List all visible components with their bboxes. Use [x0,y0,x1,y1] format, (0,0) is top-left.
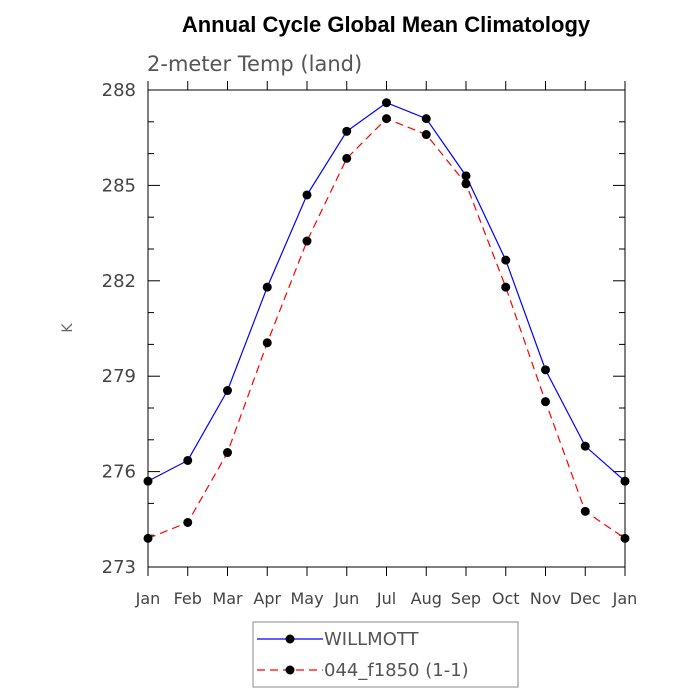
x-tick-label: Dec [570,589,601,608]
data-point [382,98,391,108]
data-point [183,455,193,465]
y-tick-label: 285 [102,175,136,196]
data-point [580,506,590,516]
x-tick-label: Jan [135,589,161,608]
y-tick-label: 276 [102,462,136,483]
x-tick-label: May [290,589,323,608]
data-point [342,153,352,163]
chart-title: Annual Cycle Global Mean Climatology [182,12,591,37]
data-point [302,190,312,200]
x-tick-label: Sep [451,589,481,608]
data-point [223,386,232,396]
series-2 [143,114,630,543]
y-tick-label: 279 [102,366,136,387]
data-point [421,130,431,140]
x-tick-label: Oct [492,589,520,608]
x-tick-label: Mar [212,589,243,608]
x-tick-label: Feb [174,589,202,608]
data-point [461,179,471,189]
data-point [541,397,550,407]
legend-box [252,621,519,688]
x-tick-label: Jul [376,589,396,608]
legend-label: WILLMOTT [324,629,420,650]
data-point [302,236,312,246]
data-point [541,365,550,375]
plot-frame [147,89,626,568]
x-tick-label: Jun [333,589,359,608]
x-tick-label: Nov [530,589,561,608]
x-tick-label: Apr [253,589,281,608]
data-point [143,476,153,486]
data-point [620,476,630,486]
axes: 273 276 279 282 285 288 Jan Feb Mar Apr May Jun Jul A… [102,80,638,608]
data-point [342,126,352,136]
x-tick-label: Jan [612,589,638,608]
data-point [262,282,272,292]
y-tick-label: 282 [102,271,136,292]
data-point [461,171,471,181]
data-point [223,448,232,458]
series-line [147,117,626,539]
legend-label: 044_f1850 (1-1) [324,660,469,681]
x-tick-label: Aug [411,589,442,608]
legend: WILLMOTT 044_f1850 (1-1) [252,621,519,688]
data-point [382,114,391,124]
series-layer [143,98,630,543]
y-tick-label: 273 [102,557,136,578]
data-point [143,533,153,543]
data-point [501,255,511,265]
data-point [421,114,431,124]
data-point [580,441,590,451]
data-point [620,533,630,543]
data-point [183,517,193,527]
series-1 [143,98,630,486]
legend-marker [285,665,295,675]
data-point [262,338,272,348]
chart-subtitle: 2-meter Temp (land) [147,52,362,76]
data-point [501,282,511,292]
y-axis-label: K [60,323,76,333]
legend-marker [285,634,295,644]
y-tick-label: 288 [102,80,136,101]
